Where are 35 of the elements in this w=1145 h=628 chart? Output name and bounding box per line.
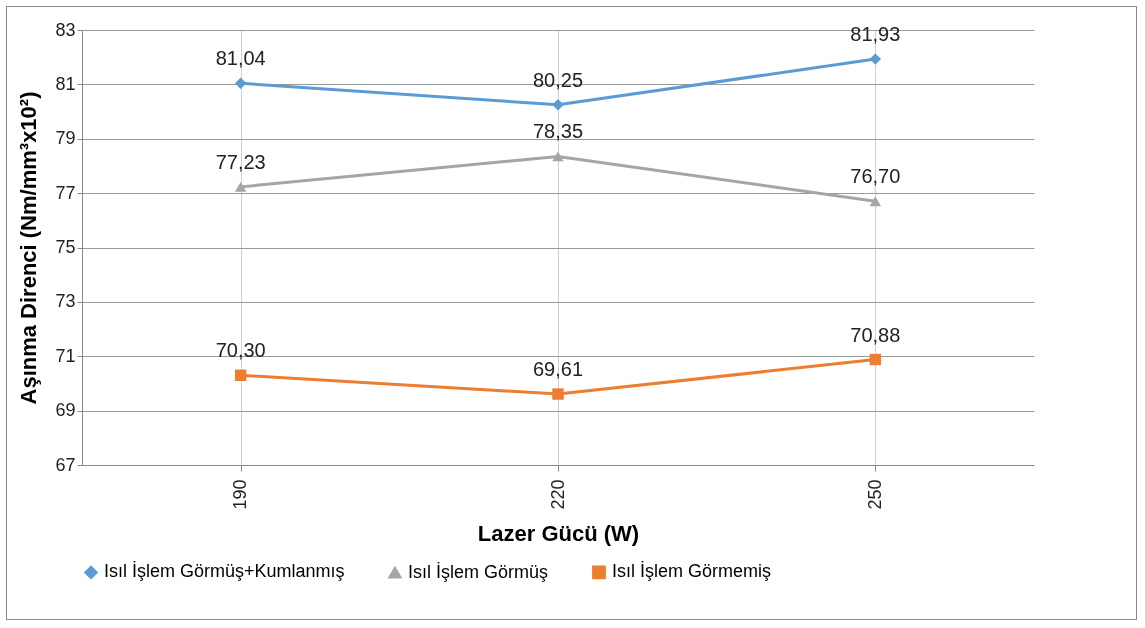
data-label: 81,04: [215, 47, 266, 70]
data-label: 70,88: [850, 323, 901, 346]
y-tick-label: 73: [55, 291, 76, 312]
x-tick-label: 190: [230, 479, 251, 510]
y-tick-label: 75: [55, 237, 76, 257]
point: [234, 181, 247, 192]
data-label: 76,70: [850, 165, 901, 188]
x-tick-label: 220: [547, 479, 568, 510]
x-tick-label: 250: [864, 479, 885, 510]
y-tick-label: 83: [55, 19, 76, 40]
y-tick-label: 79: [55, 128, 76, 149]
legend-label: Isıl İşlem Görmüş+Kumlanmış: [104, 561, 345, 582]
point: [234, 77, 247, 89]
point: [552, 99, 564, 111]
data-label: 78,35: [532, 120, 584, 143]
y-tick-label: 69: [55, 400, 76, 421]
point: [869, 196, 882, 207]
x-axis-title: Lazer Gücü (W): [477, 520, 640, 546]
point: [234, 369, 247, 381]
legend-label: Isıl İşlem Görmemiş: [612, 561, 772, 582]
y-tick-label: 81: [55, 73, 76, 94]
data-label: 70,30: [215, 339, 266, 362]
data-label: 80,25: [532, 68, 584, 91]
data-label: 77,23: [215, 150, 266, 173]
point: [552, 151, 564, 162]
data-label: 69,61: [532, 358, 584, 381]
data-label: 81,93: [850, 23, 901, 46]
y-axis-title: Aşınma Direnci (Nm/mm³x10²): [16, 91, 42, 405]
y-tick-label: 77: [55, 182, 76, 203]
point: [869, 353, 882, 366]
point: [552, 388, 564, 400]
y-tick-label: 71: [55, 345, 76, 366]
y-tick-label: 67: [55, 454, 76, 475]
legend-label: Isıl İşlem Görmüş: [408, 561, 549, 582]
point: [869, 53, 882, 65]
